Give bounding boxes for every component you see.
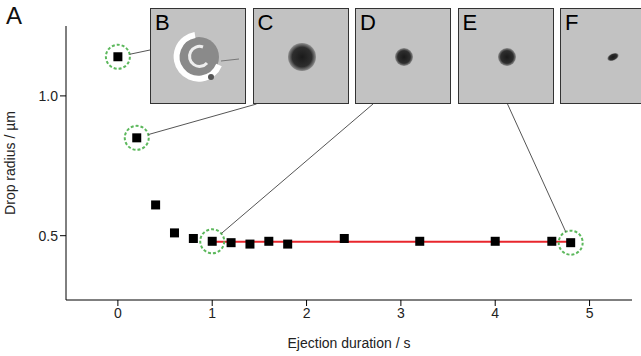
html-text:E: E [462,10,478,35]
html-text:D: D [360,10,376,35]
svg-text:Ejection duration / s: Ejection duration / s [288,335,411,351]
html-text:B: B [155,10,170,35]
svg-text:2: 2 [303,305,311,321]
svg-text:5: 5 [586,305,594,321]
svg-text:Drop radius / µm: Drop radius / µm [2,111,18,215]
svg-text:0: 0 [114,305,122,321]
html-text:C: C [257,10,274,35]
svg-text:1: 1 [208,305,216,321]
svg-text:0.5: 0.5 [39,228,59,244]
html-text:F: F [565,10,579,35]
svg-text:1.0: 1.0 [39,88,59,104]
html-text:A: A [6,2,22,29]
svg-text:3: 3 [397,305,405,321]
svg-text:4: 4 [491,305,499,321]
